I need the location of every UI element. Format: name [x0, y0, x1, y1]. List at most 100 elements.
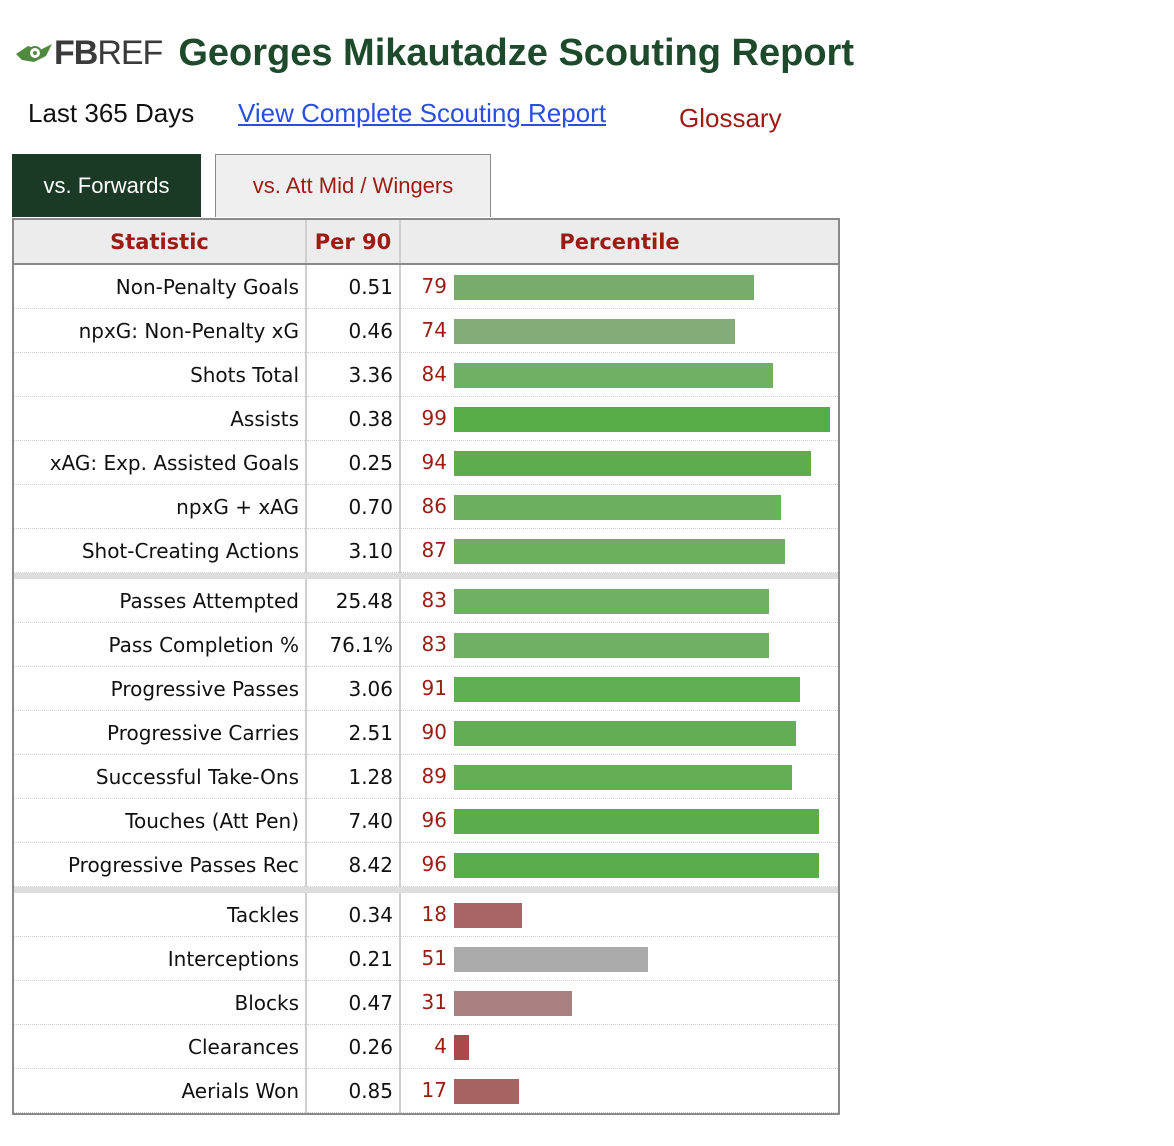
percentile-cell: 99 — [399, 396, 838, 441]
per90-value: 0.26 — [305, 1024, 400, 1069]
table-row: npxG + xAG 0.70 86 — [14, 484, 838, 529]
logo-text: FBREF — [54, 33, 163, 72]
percentile-value: 94 — [421, 450, 447, 474]
percentile-value: 83 — [421, 632, 447, 656]
per90-value: 0.38 — [305, 396, 400, 441]
percentile-bar-track — [454, 677, 834, 702]
table-row: xAG: Exp. Assisted Goals 0.25 94 — [14, 440, 838, 485]
table-row: npxG: Non-Penalty xG 0.46 74 — [14, 308, 838, 353]
table-row: Progressive Passes 3.06 91 — [14, 666, 838, 711]
table-row: Assists 0.38 99 — [14, 396, 838, 441]
percentile-cell: 90 — [399, 710, 838, 755]
percentile-bar — [454, 809, 819, 834]
percentile-bar — [454, 589, 770, 614]
statistic-name: Assists — [14, 396, 306, 441]
percentile-bar — [454, 677, 800, 702]
group-divider — [14, 572, 838, 579]
per90-value: 0.47 — [305, 980, 400, 1025]
percentile-cell: 96 — [399, 842, 838, 887]
header-per90[interactable]: Per 90 — [305, 220, 400, 265]
table-row: Progressive Carries 2.51 90 — [14, 710, 838, 755]
percentile-bar — [454, 1035, 470, 1060]
tab-vs-att-mid-wingers[interactable]: vs. Att Mid / Wingers — [215, 154, 491, 217]
statistic-name: xAG: Exp. Assisted Goals — [14, 440, 306, 485]
statistic-name: Clearances — [14, 1024, 306, 1069]
percentile-bar-track — [454, 633, 834, 658]
percentile-value: 96 — [421, 808, 447, 832]
percentile-bar — [454, 495, 781, 520]
percentile-bar — [454, 407, 831, 432]
statistic-name: npxG: Non-Penalty xG — [14, 308, 306, 353]
period-label: Last 365 Days — [28, 98, 195, 128]
header-percentile[interactable]: Percentile — [399, 220, 838, 265]
table-row: Interceptions 0.21 51 — [14, 936, 838, 981]
percentile-value: 18 — [421, 902, 447, 926]
percentile-value: 83 — [421, 588, 447, 612]
percentile-cell: 94 — [399, 440, 838, 485]
per90-value: 25.48 — [305, 579, 400, 623]
per90-value: 0.25 — [305, 440, 400, 485]
table-row: Aerials Won 0.85 17 — [14, 1068, 838, 1113]
percentile-value: 74 — [421, 318, 447, 342]
percentile-bar-track — [454, 495, 834, 520]
group-divider — [14, 886, 838, 893]
percentile-cell: 83 — [399, 622, 838, 667]
percentile-bar — [454, 319, 736, 344]
per90-value: 0.70 — [305, 484, 400, 529]
per90-value: 0.85 — [305, 1068, 400, 1113]
percentile-bar-track — [454, 451, 834, 476]
percentile-cell: 84 — [399, 352, 838, 397]
per90-value: 0.21 — [305, 936, 400, 981]
header-statistic[interactable]: Statistic — [14, 220, 306, 265]
percentile-cell: 79 — [399, 264, 838, 309]
percentile-bar — [454, 947, 648, 972]
table-row: Non-Penalty Goals 0.51 79 — [14, 264, 838, 309]
table-row: Successful Take-Ons 1.28 89 — [14, 754, 838, 799]
percentile-cell: 96 — [399, 798, 838, 843]
percentile-cell: 91 — [399, 666, 838, 711]
percentile-bar-track — [454, 407, 834, 432]
percentile-cell: 17 — [399, 1068, 838, 1113]
fbref-logo[interactable]: FBREF — [14, 33, 163, 73]
statistic-name: Successful Take-Ons — [14, 754, 306, 799]
percentile-bar-track — [454, 721, 834, 746]
table-body: Non-Penalty Goals 0.51 79 npxG: Non-Penalty… — [14, 264, 838, 1113]
statistic-name: Tackles — [14, 893, 306, 937]
tab-vs-forwards[interactable]: vs. Forwards — [12, 154, 201, 217]
statistic-name: Progressive Passes — [14, 666, 306, 711]
table-row: Tackles 0.34 18 — [14, 893, 838, 937]
table-row: Progressive Passes Rec 8.42 96 — [14, 842, 838, 887]
percentile-value: 99 — [421, 406, 447, 430]
percentile-value: 31 — [421, 990, 447, 1014]
table-header-row: Statistic Per 90 Percentile — [14, 220, 838, 265]
percentile-bar — [454, 1079, 519, 1104]
percentile-value: 89 — [421, 764, 447, 788]
statistic-name: Progressive Passes Rec — [14, 842, 306, 887]
percentile-value: 86 — [421, 494, 447, 518]
percentile-bar-track — [454, 589, 834, 614]
percentile-value: 87 — [421, 538, 447, 562]
percentile-bar — [454, 633, 770, 658]
complete-report-link[interactable]: View Complete Scouting Report — [238, 98, 607, 128]
table-row: Shots Total 3.36 84 — [14, 352, 838, 397]
percentile-value: 51 — [421, 946, 447, 970]
per90-value: 1.28 — [305, 754, 400, 799]
per90-value: 2.51 — [305, 710, 400, 755]
percentile-bar — [454, 451, 812, 476]
percentile-bar-track — [454, 991, 834, 1016]
percentile-cell: 89 — [399, 754, 838, 799]
percentile-value: 4 — [434, 1034, 447, 1058]
percentile-bar — [454, 991, 572, 1016]
statistic-name: Aerials Won — [14, 1068, 306, 1113]
percentile-cell: 4 — [399, 1024, 838, 1069]
per90-value: 3.36 — [305, 352, 400, 397]
percentile-bar-track — [454, 363, 834, 388]
per90-value: 0.46 — [305, 308, 400, 353]
statistic-name: Non-Penalty Goals — [14, 264, 306, 309]
glossary-link[interactable]: Glossary — [679, 103, 782, 133]
percentile-value: 96 — [421, 852, 447, 876]
percentile-cell: 74 — [399, 308, 838, 353]
page-title: Georges Mikautadze Scouting Report — [178, 32, 854, 74]
percentile-bar — [454, 903, 523, 928]
table-row: Shot-Creating Actions 3.10 87 — [14, 528, 838, 573]
